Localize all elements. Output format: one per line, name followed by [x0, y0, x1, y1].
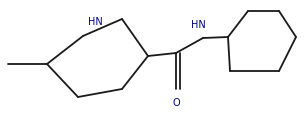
Text: HN: HN: [191, 20, 205, 30]
Text: HN: HN: [88, 17, 103, 27]
Text: O: O: [172, 97, 180, 107]
